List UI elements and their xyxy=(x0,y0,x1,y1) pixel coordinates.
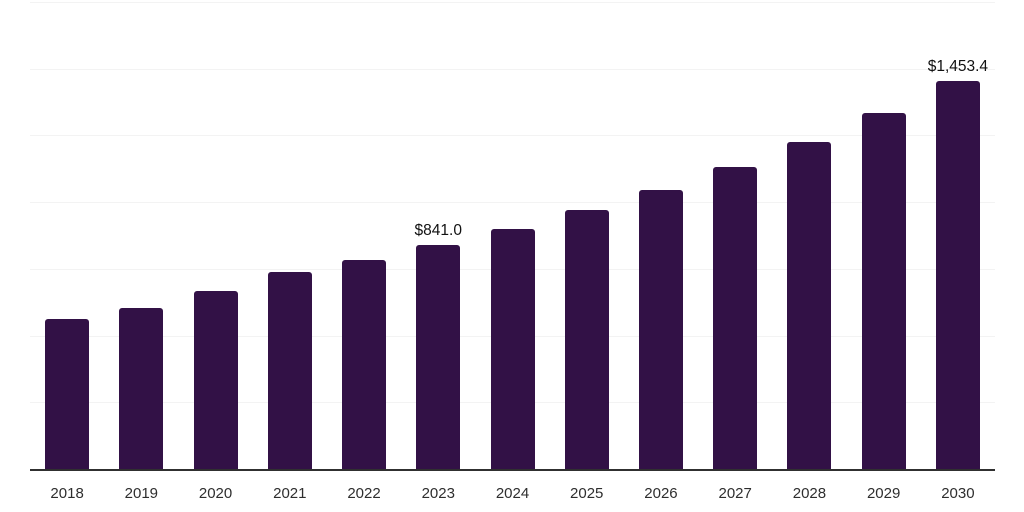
bar-2023 xyxy=(416,244,461,469)
x-tick-label-2022: 2022 xyxy=(347,485,381,502)
x-tick-label-2021: 2021 xyxy=(273,485,307,502)
x-tick-label-2025: 2025 xyxy=(570,485,604,502)
x-tick-label-2027: 2027 xyxy=(718,485,752,502)
bar-2026 xyxy=(638,190,683,469)
bar-2020 xyxy=(193,291,238,469)
bar-2024 xyxy=(490,229,535,469)
x-tick-label-2018: 2018 xyxy=(50,485,84,502)
x-tick-label-2028: 2028 xyxy=(792,485,827,502)
bar-2029 xyxy=(861,113,906,469)
gridline xyxy=(30,2,995,3)
bar-value-label-2030: $1,453.4 xyxy=(927,58,989,76)
bar-value-label-2023: $841.0 xyxy=(414,221,462,239)
x-axis-line xyxy=(30,469,995,471)
gridline xyxy=(30,135,995,137)
x-tick-label-2030: 2030 xyxy=(941,485,975,502)
x-tick-label-2026: 2026 xyxy=(644,485,678,502)
x-tick-label-2023: 2023 xyxy=(421,485,455,502)
bar-2030 xyxy=(935,81,980,469)
gridline xyxy=(30,202,995,204)
gridline xyxy=(30,68,995,70)
x-tick-label-2029: 2029 xyxy=(866,485,901,502)
bar-2028 xyxy=(787,142,832,469)
x-tick-label-2020: 2020 xyxy=(198,485,233,502)
bar-2025 xyxy=(564,210,609,469)
bar-2027 xyxy=(713,167,758,469)
x-tick-label-2024: 2024 xyxy=(495,485,530,502)
bar-2022 xyxy=(342,260,387,469)
x-tick-label-2019: 2019 xyxy=(124,485,159,502)
bar-2021 xyxy=(267,272,312,469)
bar-2019 xyxy=(119,307,164,469)
bar-2018 xyxy=(45,319,90,469)
